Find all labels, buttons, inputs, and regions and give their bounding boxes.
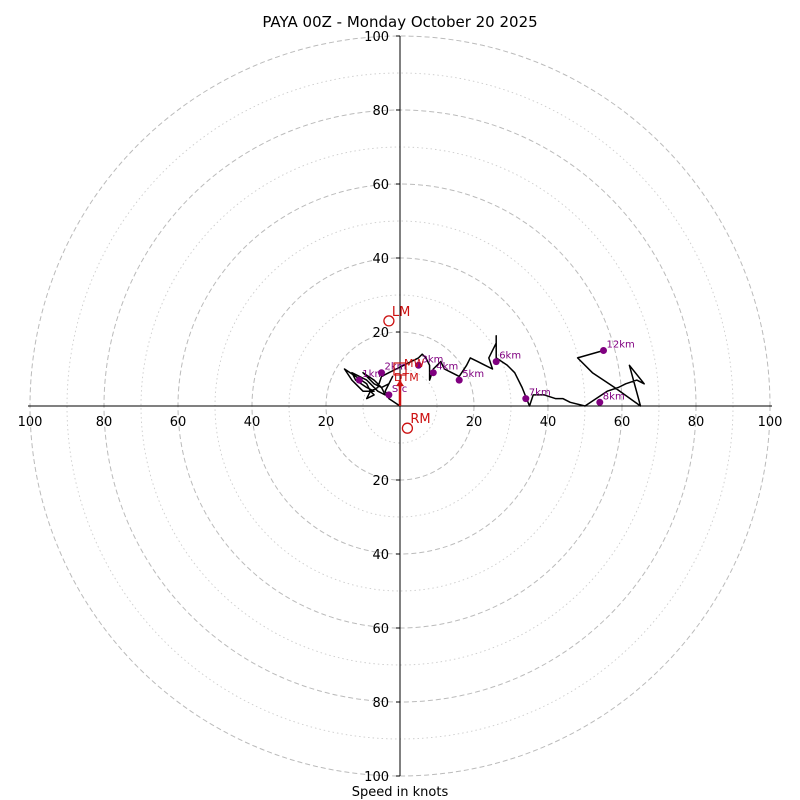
- tick-label: 40: [540, 415, 557, 430]
- tick-label: 40: [372, 548, 389, 563]
- tick-label: 20: [466, 415, 483, 430]
- tick-label: 40: [372, 252, 389, 267]
- height-marker-dot: [415, 361, 422, 369]
- height-marker-label: 4km: [436, 362, 458, 373]
- height-marker-label: 6km: [499, 351, 521, 362]
- tick-label: 100: [758, 415, 783, 430]
- height-marker-dot: [492, 358, 500, 366]
- height-marker-dot: [596, 398, 604, 406]
- mean-wind-label: MW: [404, 357, 424, 370]
- rm-marker: [401, 422, 414, 434]
- tick-label: 40: [244, 415, 261, 430]
- tick-label: 60: [372, 178, 389, 193]
- height-marker-label: 7km: [529, 388, 551, 399]
- dtm-label: DTM: [394, 371, 419, 384]
- hodograph-trace-group: [343, 334, 645, 407]
- tick-label: 80: [688, 415, 705, 430]
- x-axis-label: Speed in knots: [352, 785, 449, 800]
- height-marker-dot: [378, 369, 385, 377]
- tick-label: 100: [364, 30, 389, 45]
- tick-label: 60: [614, 415, 631, 430]
- height-marker-dot: [429, 369, 437, 377]
- chart-title: PAYA 00Z - Monday October 20 2025: [262, 13, 537, 31]
- hodograph-trace: [343, 334, 645, 407]
- tick-label: 20: [372, 474, 389, 489]
- lm-label: LM: [392, 305, 410, 320]
- height-marker-label: 2km: [385, 362, 407, 373]
- height-marker-dot: [600, 347, 607, 354]
- height-marker-dot: [522, 395, 530, 403]
- lm-marker: [383, 315, 395, 327]
- tick-label: 20: [318, 415, 335, 430]
- rm-label: RM: [410, 412, 430, 427]
- height-marker-label: 12km: [607, 340, 635, 351]
- height-marker-label: 5km: [462, 369, 484, 380]
- tick-labels: 100 80 60 40 20 20 40 60 80 100 20 40 60 80 100 20 40 60 8…: [18, 30, 783, 785]
- height-marker-dot: [355, 376, 363, 384]
- sfc-marker-dot: [385, 391, 393, 399]
- storm-motion-arrowhead: [396, 380, 404, 387]
- tick-label: 80: [372, 104, 389, 119]
- tick-label: 60: [372, 622, 389, 637]
- height-marker-dot: [455, 376, 463, 384]
- height-marker-label: 8km: [603, 391, 625, 402]
- tick-label: 80: [96, 415, 113, 430]
- mean-wind-marker: [393, 362, 407, 376]
- tick-label: 20: [372, 326, 389, 341]
- tick-label: 100: [18, 415, 43, 430]
- tick-label: 80: [372, 696, 389, 711]
- height-marker-label: 1km: [362, 369, 384, 380]
- tick-label: 100: [364, 770, 389, 785]
- height-marker-label: 3km: [422, 354, 444, 365]
- height-markers: 1km2km3km4km5km6km7km8km12kmSfc: [355, 340, 635, 406]
- tick-label: 60: [170, 415, 187, 430]
